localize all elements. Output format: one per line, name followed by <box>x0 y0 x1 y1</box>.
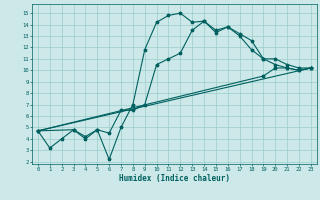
X-axis label: Humidex (Indice chaleur): Humidex (Indice chaleur) <box>119 174 230 183</box>
